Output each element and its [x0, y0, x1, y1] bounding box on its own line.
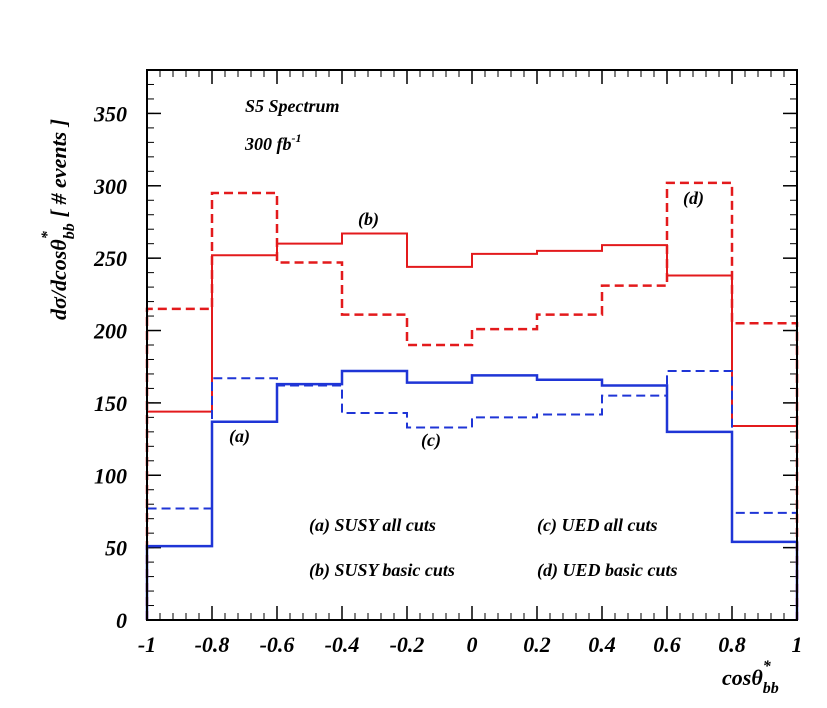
series-a-histogram: [145, 369, 799, 620]
series-d-histogram: [145, 181, 799, 620]
x-tick-label: -0.2: [390, 632, 425, 657]
x-tick-label: 0.4: [588, 632, 616, 657]
axis-ticks: [146, 69, 798, 621]
x-tick-label: -0.6: [260, 632, 295, 657]
x-tick-label: -0.4: [325, 632, 360, 657]
series-c-histogram: [146, 370, 798, 620]
x-tick-label: 1: [792, 632, 803, 657]
y-axis-title-suffix: [ # events ]: [46, 119, 71, 217]
tick-labels: -1 -0.8 -0.6 -0.4 -0.2 0 0.2 0.4 0.6 0.8 1 0 50 100 15…: [93, 101, 803, 657]
series-a-label: (a): [229, 426, 250, 447]
luminosity-label: 300 fb-1: [244, 131, 302, 154]
y-tick-label: 0: [116, 608, 127, 633]
y-tick-label: 100: [94, 463, 127, 488]
y-tick-label: 250: [93, 246, 127, 271]
y-tick-label: 300: [93, 174, 127, 199]
legend-entry-d: (d) UED basic cuts: [537, 560, 678, 581]
x-tick-label: -0.8: [195, 632, 230, 657]
y-tick-label: 350: [93, 101, 127, 126]
spectrum-label: S5 Spectrum: [245, 96, 340, 116]
x-axis-title-sub: bb: [763, 680, 779, 697]
series-b-label: (b): [358, 209, 379, 230]
x-tick-label: 0.2: [523, 632, 551, 657]
y-tick-label: 150: [94, 391, 127, 416]
x-tick-label: 0.6: [653, 632, 681, 657]
series-layer: [145, 181, 799, 620]
x-tick-label: 0.8: [718, 632, 746, 657]
x-axis-title-main: cosθ: [722, 665, 763, 690]
x-axis-title-sup: *: [763, 658, 772, 675]
luminosity-value: 300 fb: [244, 134, 292, 154]
y-axis-title-sup: *: [39, 230, 56, 239]
x-tick-label: 0: [467, 632, 478, 657]
series-c-label: (c): [421, 430, 441, 451]
luminosity-exponent: -1: [292, 131, 302, 145]
y-axis-title: dσ/dcosθ* bb [ # events ]: [39, 119, 78, 320]
y-axis-title-main: dσ/dcosθ: [46, 239, 71, 320]
x-tick-label: -1: [138, 632, 156, 657]
series-b-histogram: [146, 232, 798, 620]
legend-entry-b: (b) SUSY basic cuts: [309, 560, 455, 581]
plot-frame: [146, 69, 798, 621]
legend-entry-a: (a) SUSY all cuts: [309, 515, 436, 536]
series-d-label: (d): [683, 188, 704, 209]
y-tick-label: 200: [93, 319, 127, 344]
x-axis-title: cosθ* bb: [722, 658, 779, 697]
y-axis-title-sub: bb: [61, 223, 78, 239]
y-tick-label: 50: [105, 536, 127, 561]
legend-entry-c: (c) UED all cuts: [537, 515, 658, 536]
